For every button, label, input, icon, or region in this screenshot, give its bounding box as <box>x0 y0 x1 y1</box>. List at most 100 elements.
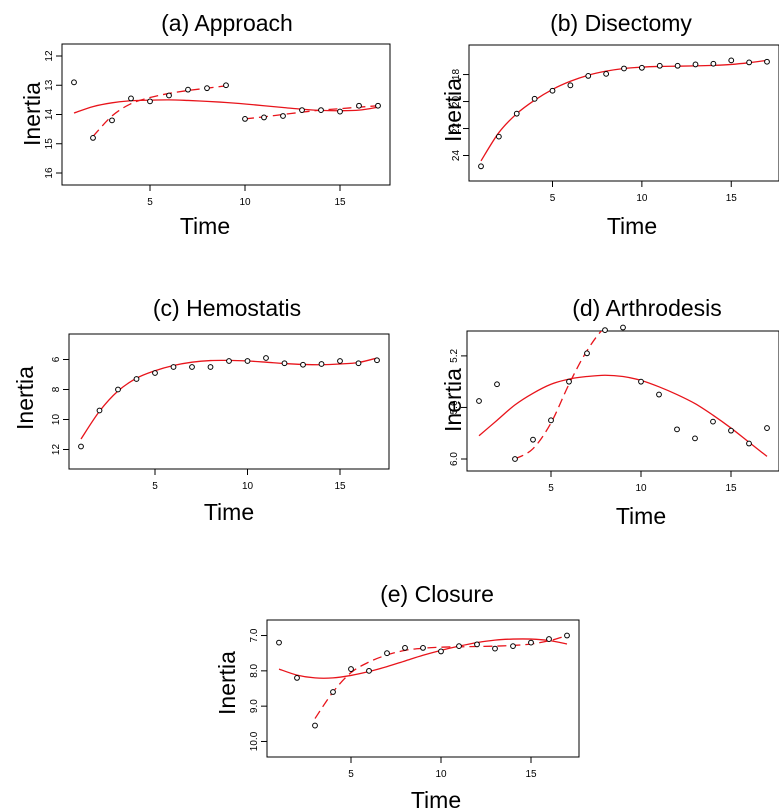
panel-c-xtick-label: 10 <box>242 481 254 492</box>
panel-a-data-point <box>375 102 381 109</box>
panel-e-data-point <box>276 639 282 646</box>
panel-a-ytick-label: 15 <box>44 138 55 150</box>
panel-b-data-point <box>764 58 770 65</box>
panel-d-data-point <box>692 435 698 442</box>
panel-d-data-point <box>584 350 590 357</box>
panel-d-ytick-label: 5.6 <box>449 400 460 414</box>
panel-a-ytick-label: 12 <box>44 50 55 62</box>
panel-a-data-point <box>337 108 343 115</box>
panel-b-data-point <box>746 59 753 66</box>
panel-c-data-point <box>170 364 177 370</box>
panel-e-data-point <box>528 639 534 646</box>
panel-b-xlabel: Time <box>607 213 657 239</box>
panel-e-data-point <box>420 644 426 651</box>
panel-d-data-point <box>548 417 554 424</box>
panel-c-ytick-label: 6 <box>51 356 62 362</box>
panel-e-data-point <box>510 643 516 650</box>
panel-e-ytick-label: 10.0 <box>249 731 260 751</box>
panel-c-data-point <box>115 386 121 393</box>
panel-e-data-point <box>330 689 336 695</box>
panel-b-data-point <box>513 110 520 117</box>
panel-a-data-point <box>90 135 96 141</box>
panel-c-data-point <box>207 364 214 370</box>
panel-d-ytick-label: 6.0 <box>449 452 460 466</box>
panel-b-data-point <box>478 163 484 170</box>
panel-e: (e) Closure Time Inertia 5 10 15 7.0 8.0 9.0 1… <box>214 581 580 812</box>
panel-d-xtick-label: 10 <box>635 483 647 494</box>
panel-d-ytick-label: 5.2 <box>449 349 460 363</box>
panel-a-xtick-label: 5 <box>147 197 153 208</box>
panel-c-data-point <box>152 370 158 376</box>
panel-c-ytick-label: 10 <box>51 414 62 426</box>
panel-d-data-point <box>494 381 500 388</box>
panel-a-ytick-label: 16 <box>44 167 55 179</box>
panel-a-data-point <box>223 82 229 89</box>
panel-d-data-point <box>728 427 734 434</box>
panel-b-frame <box>468 44 779 182</box>
panel-c-data-point <box>281 360 288 367</box>
panel-b-ytick-label: 18 <box>451 69 462 81</box>
panel-d-ylabel: Inertia <box>440 368 466 432</box>
panel-e-data-point <box>348 666 354 672</box>
panel-a-xlabel: Time <box>180 213 230 239</box>
panel-b-data-point <box>549 87 556 94</box>
panel-e-data-point <box>402 644 408 651</box>
panel-c-plot: 5 10 15 6 8 10 12 <box>51 333 390 492</box>
panel-e-xtick-label: 15 <box>525 769 537 780</box>
panel-c-data-point <box>337 358 343 364</box>
panel-e-plot: 5 10 15 7.0 8.0 9.0 10.0 <box>249 619 580 780</box>
panel-a-data-point <box>261 114 267 121</box>
panel-d-data-point <box>638 378 644 385</box>
panel-d-data-point <box>512 456 518 462</box>
panel-e-xtick-label: 10 <box>435 769 447 780</box>
panel-c: (c) Hemostatis Time Inertia 5 10 15 6 8 10 12 <box>12 295 390 525</box>
panel-e-title: (e) Closure <box>380 581 494 607</box>
panel-c-data-point <box>300 361 306 368</box>
panel-a-title: (a) Approach <box>161 10 293 36</box>
panel-b-xtick-label: 10 <box>636 193 648 204</box>
panel-c-data-point <box>96 407 103 414</box>
panel-a-ylabel: Inertia <box>19 82 45 146</box>
panel-a-data-point <box>185 86 191 93</box>
panel-a-data-point <box>318 107 324 114</box>
panel-b-data-point <box>567 82 574 89</box>
panel-b-ylabel: Inertia <box>440 78 466 142</box>
panel-a-fit-line <box>73 99 379 114</box>
panel-d-data-point <box>602 327 608 334</box>
panel-d-data-point <box>566 378 572 385</box>
panel-b-data-point <box>692 61 699 68</box>
panel-e-ytick-label: 7.0 <box>249 628 260 642</box>
panel-e-frame <box>266 619 580 758</box>
panel-c-xtick-label: 15 <box>334 481 346 492</box>
panel-e-xlabel: Time <box>411 787 461 812</box>
panel-a-data-point <box>147 98 153 105</box>
panel-a-data-point <box>128 95 134 102</box>
panel-e-ytick-label: 9.0 <box>249 699 260 713</box>
panel-a-data-point <box>299 107 305 114</box>
panel-a-data-point <box>356 102 362 109</box>
panel-d-fit-line <box>478 374 768 457</box>
panel-a-ytick-label: 13 <box>44 79 55 91</box>
panel-b-xtick-label: 15 <box>726 193 738 204</box>
panel-c-data-point <box>263 355 269 361</box>
panel-c-data-point <box>133 376 140 382</box>
panel-e-fit-line <box>278 638 568 679</box>
panel-e-ylabel: Inertia <box>214 651 240 715</box>
panel-a-xtick-label: 15 <box>334 197 346 208</box>
panel-c-ytick-label: 8 <box>51 386 62 392</box>
panel-c-ylabel: Inertia <box>12 366 38 430</box>
panel-b-title: (b) Disectomy <box>550 10 692 36</box>
panel-b-data-point <box>603 70 610 77</box>
panel-b-data-point <box>531 95 538 102</box>
panel-a-data-point <box>71 79 77 86</box>
panel-e-data-point <box>366 667 372 674</box>
panel-e-data-point <box>492 645 498 652</box>
panel-a-ytick-label: 14 <box>44 109 55 121</box>
panel-b-xtick-label: 5 <box>550 193 556 204</box>
panel-b-data-point <box>656 62 663 69</box>
panel-b-data-point <box>495 133 502 140</box>
panel-b-data-point <box>710 60 717 67</box>
panel-d-plot: 5 10 15 6.0 5.6 5.2 <box>449 324 779 494</box>
panel-b-ytick-label: 24 <box>451 150 462 162</box>
